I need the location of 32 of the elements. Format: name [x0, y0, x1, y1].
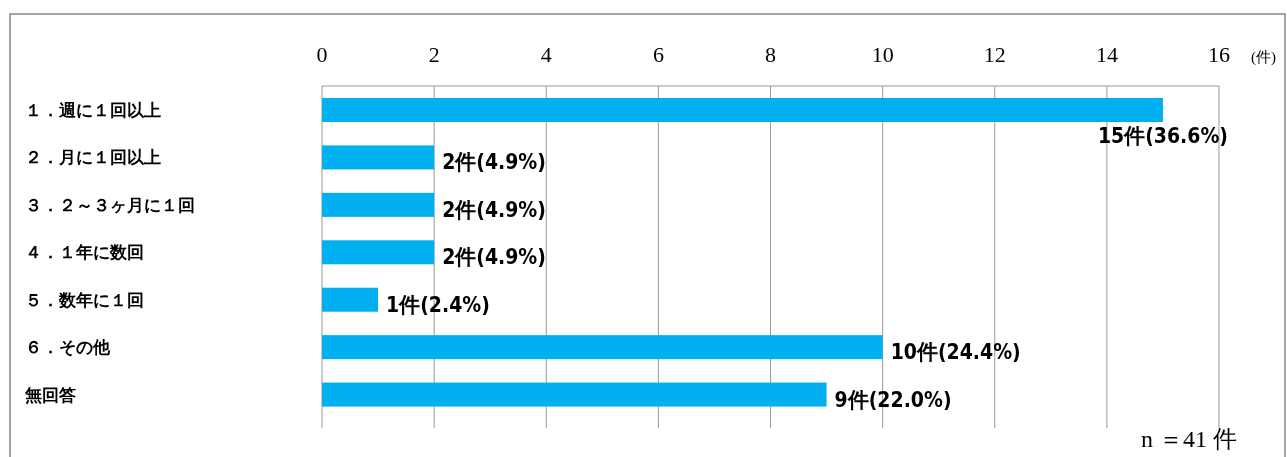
bar: [322, 382, 827, 407]
bar: [322, 240, 435, 265]
bar: [322, 145, 435, 170]
annotation: n ＝41 件: [1141, 426, 1237, 452]
x-tick-label: 2: [428, 42, 440, 67]
bar: [322, 192, 435, 217]
y-tick-label: １．週に１回以上: [25, 101, 161, 120]
y-tick-label: ４．１年に数回: [25, 243, 144, 263]
x-tick-label: 6: [652, 42, 664, 67]
data-label: 2件(4.9%): [442, 150, 546, 175]
y-tick-label: 無回答: [24, 385, 76, 405]
y-tick-label: ２．月に１回以上: [25, 148, 161, 168]
bar: [322, 335, 883, 360]
bar: [322, 98, 1163, 122]
y-tick-label: ５．数年に１回: [25, 290, 144, 310]
y-tick-label: ３．２～３ヶ月に１回: [25, 195, 195, 215]
x-tick-label: 10: [871, 42, 894, 67]
x-tick-label: 16: [1208, 42, 1230, 67]
data-label: 2件(4.9%): [442, 245, 546, 270]
data-label: 1件(2.4%): [386, 292, 490, 317]
x-tick-label: 4: [540, 42, 552, 67]
y-tick-label: ６．その他: [25, 338, 111, 358]
x-tick-label: 0: [316, 42, 328, 67]
x-axis-title: (件): [1251, 49, 1276, 66]
x-tick-label: 14: [1095, 42, 1118, 67]
data-label: 9件(22.0%): [834, 387, 952, 412]
data-label: 15件(36.6%): [1097, 124, 1228, 148]
data-label: 10件(24.4%): [890, 340, 1021, 365]
x-tick-label: 12: [983, 42, 1006, 67]
bar: [322, 287, 379, 312]
x-tick-label: 8: [765, 42, 776, 67]
data-label: 2件(4.9%): [442, 197, 546, 222]
